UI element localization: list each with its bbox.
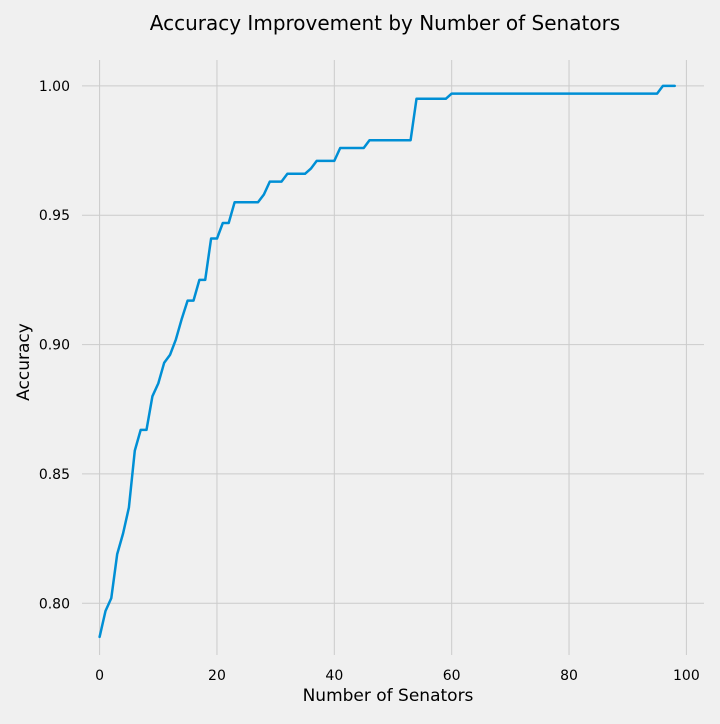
x-tick-label: 80 bbox=[560, 668, 578, 684]
y-tick-label: 0.90 bbox=[39, 338, 70, 354]
y-axis-label: Accuracy bbox=[14, 323, 34, 401]
x-tick-label: 0 bbox=[95, 668, 104, 684]
x-tick-label: 60 bbox=[443, 668, 461, 684]
tick-labels: 0 20 40 60 80 100 0.80 0.85 0.90 0.95 1.00 bbox=[39, 79, 700, 684]
grid bbox=[82, 60, 704, 655]
y-tick-label: 0.85 bbox=[39, 467, 70, 483]
y-tick-label: 0.80 bbox=[39, 596, 70, 612]
y-tick-label: 1.00 bbox=[39, 79, 70, 95]
x-tick-label: 20 bbox=[208, 668, 226, 684]
accuracy-line bbox=[98, 84, 676, 639]
x-tick-label: 40 bbox=[325, 668, 343, 684]
series-layer bbox=[98, 84, 676, 639]
x-axis-label: Number of Senators bbox=[303, 686, 474, 706]
chart-title: Accuracy Improvement by Number of Senato… bbox=[150, 11, 620, 35]
x-tick-label: 100 bbox=[673, 668, 700, 684]
y-tick-label: 0.95 bbox=[39, 208, 70, 224]
